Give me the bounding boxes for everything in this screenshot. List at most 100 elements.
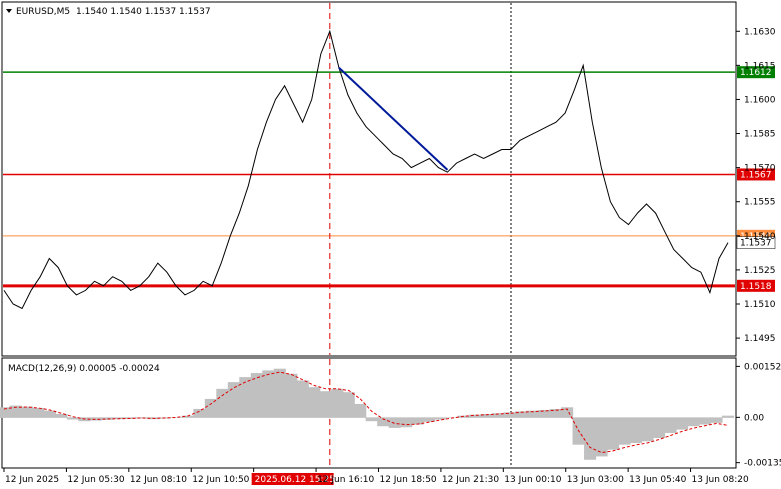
level-price-label: 1.1518: [740, 282, 772, 292]
price-tick-label: 1.1615: [744, 61, 776, 71]
macd-histogram-bar: [400, 417, 413, 428]
level-price-tag: [737, 66, 775, 79]
macd-histogram-bar: [204, 398, 217, 418]
price-tick-label: 1.1630: [744, 27, 776, 37]
macd-histogram-bar: [653, 417, 666, 438]
macd-histogram-bar: [377, 417, 390, 427]
macd-histogram-bar: [273, 368, 286, 418]
macd-histogram-bar: [101, 417, 114, 420]
macd-plot-frame: [1, 357, 737, 469]
macd-histogram-bar: [9, 405, 22, 418]
macd-histogram-bar: [526, 410, 539, 418]
trend-line[interactable]: [338, 66, 449, 171]
level-price-tag: [737, 168, 775, 181]
chart-header: EURUSD,M5 1.1540 1.1540 1.1537 1.1537: [6, 7, 211, 17]
macd-histogram-bar: [285, 373, 298, 418]
current-price-tag: [736, 236, 776, 249]
macd-tick-label: -0.00135: [744, 459, 781, 469]
macd-histogram-bar: [595, 417, 608, 457]
macd-histogram-bar: [388, 417, 401, 428]
time-marker-label: 2025.06.12 15:25: [255, 475, 335, 485]
current-price-label: 1.1537: [740, 239, 772, 249]
macd-histogram-bar: [43, 410, 57, 418]
macd-histogram-bar: [193, 408, 206, 418]
macd-histogram-bar: [618, 417, 631, 445]
macd-tick-label: 0.00: [744, 413, 764, 423]
macd-histogram-bar: [20, 406, 34, 418]
macd-histogram-bar: [721, 415, 735, 418]
macd-signal-line: [3, 371, 729, 454]
macd-layer: [0, 368, 735, 460]
time-tick-label: 12 Jun 16:10: [317, 475, 374, 485]
price-tick-label: 1.1495: [744, 334, 776, 344]
dropdown-triangle-icon[interactable]: [6, 9, 12, 13]
time-axis: 12 Jun 2025 12 Jun 05:30 12 Jun 08:10 12 Ju…: [3, 468, 749, 485]
time-tick-label: 13 Jun 03:00: [567, 475, 624, 485]
time-tick-label: 12 Jun 21:30: [442, 475, 499, 485]
macd-histogram-bar: [216, 388, 229, 418]
macd-histogram-bar: [342, 392, 355, 418]
macd-histogram-bar: [503, 412, 516, 418]
time-tick-label: 12 Jun 05:30: [67, 475, 124, 485]
macd-histogram-bar: [262, 370, 275, 418]
price-tick-label: 1.1525: [744, 266, 776, 276]
time-tick-label: 12 Jun 10:50: [192, 475, 249, 485]
macd-axis: 0.00152 0.00 -0.00135: [736, 362, 781, 469]
macd-histogram-bar: [434, 417, 447, 420]
macd-histogram-bar: [250, 373, 263, 418]
macd-histogram-bar: [181, 415, 194, 418]
macd-tick-label: 0.00152: [744, 362, 781, 372]
price-tick-label: 1.1555: [744, 198, 776, 208]
price-series-line: [3, 29, 729, 310]
level-price-label: 1.1612: [740, 68, 772, 78]
macd-histogram-bar: [170, 417, 183, 418]
macd-histogram-bar: [354, 403, 367, 418]
macd-histogram-bar: [0, 407, 11, 418]
price-tick-label: 1.1570: [744, 164, 776, 174]
macd-histogram-bar: [664, 417, 677, 433]
macd-histogram-bar: [698, 417, 712, 425]
macd-histogram-bar: [538, 409, 551, 418]
macd-histogram-bar: [630, 417, 643, 444]
time-tick-label: 12 Jun 08:10: [130, 475, 187, 485]
macd-histogram-bar: [32, 407, 45, 418]
price-axis: 1.1612 1.1567 1.1540 1.1518 1.1537 1.1630 1.16…: [736, 27, 776, 344]
time-tick-label: 12 Jun 18:50: [379, 475, 436, 485]
macd-histogram-bar: [480, 414, 493, 418]
macd-histogram-bar: [549, 408, 562, 418]
macd-histogram-bar: [296, 380, 309, 418]
macd-histogram-bar: [641, 417, 654, 442]
macd-histogram-bar: [675, 417, 689, 430]
macd-histogram-bar: [308, 387, 321, 418]
macd-label: MACD(12,26,9) 0.00005 -0.00024: [8, 364, 160, 374]
macd-histogram-bar: [135, 417, 148, 419]
macd-histogram-bar: [584, 417, 597, 460]
level-price-tag: [737, 279, 775, 292]
macd-histogram-bar: [365, 417, 378, 422]
ohlc-label: 1.1540 1.1540 1.1537 1.1537: [76, 7, 211, 17]
macd-histogram-bar: [55, 414, 68, 418]
macd-histogram-bar: [227, 382, 240, 418]
macd-histogram-bar: [66, 417, 79, 420]
price-tick-label: 1.1585: [744, 130, 776, 140]
price-tick-label: 1.1540: [744, 232, 776, 242]
macd-histogram-bar: [515, 411, 528, 418]
price-tick-label: 1.1510: [744, 300, 776, 310]
macd-histogram-bar: [492, 413, 505, 418]
macd-histogram-bar: [607, 417, 620, 450]
macd-histogram-bar: [710, 417, 723, 423]
macd-histogram-bar: [423, 417, 436, 422]
main-series-layer: [3, 3, 735, 467]
time-tick-label: 13 Jun 05:40: [629, 475, 686, 485]
symbol-label: EURUSD,M5: [16, 7, 70, 17]
macd-histogram-bar: [331, 388, 344, 418]
macd-histogram-bar: [411, 417, 424, 425]
level-price-label: 1.1567: [740, 170, 772, 180]
macd-histogram-bar: [469, 414, 482, 418]
macd-histogram-bar: [239, 377, 252, 418]
macd-histogram-bar: [561, 407, 574, 418]
time-tick-label: 13 Jun 08:20: [692, 475, 749, 485]
time-tick-label: 13 Jun 00:10: [504, 475, 561, 485]
time-tick-label: 12 Jun 2025: [5, 475, 59, 485]
